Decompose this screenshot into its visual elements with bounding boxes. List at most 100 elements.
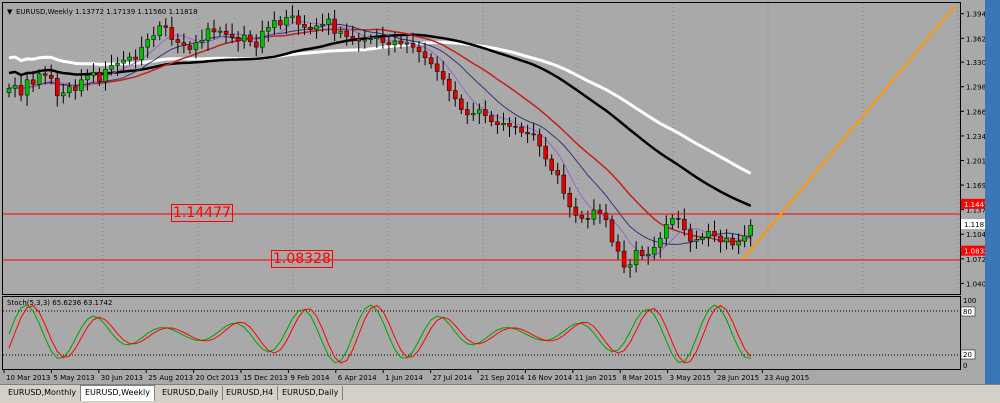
candle <box>742 225 747 248</box>
candle <box>525 124 530 144</box>
candle <box>549 154 554 175</box>
candle <box>657 232 663 258</box>
candle <box>42 66 48 85</box>
candle <box>392 31 398 53</box>
main-price-panel[interactable]: ▼ EURUSD,Weekly 1.13772 1.17139 1.11560 … <box>2 2 961 295</box>
price-tick-label: 1.07255 <box>966 256 995 264</box>
candle <box>314 18 319 39</box>
candle <box>434 56 440 81</box>
stoch-axis-0: 0 <box>963 362 967 370</box>
tab-eurusd-h4[interactable]: EURUSD,H4 <box>222 386 279 400</box>
stochastic-panel[interactable]: Stoch(5,3,3) 65.6236 63.1742 <box>2 296 961 370</box>
time-tick-label: 6 Apr 2014 <box>338 374 377 382</box>
candle <box>115 57 120 77</box>
candle <box>181 33 187 54</box>
candle <box>477 103 482 125</box>
candle <box>664 215 669 246</box>
time-tick-label: 10 Mar 2013 <box>6 374 50 382</box>
candle <box>633 241 639 273</box>
price-tick-label: 1.04025 <box>966 280 995 288</box>
sma-white-line <box>8 40 752 175</box>
time-tick-label: 28 Jun 2015 <box>717 374 759 382</box>
price-tag-current: 1.11818 <box>964 221 993 229</box>
candle <box>290 5 295 24</box>
candle <box>465 101 470 125</box>
stoch-axis-20-box <box>961 349 976 360</box>
candle <box>513 117 518 135</box>
price-tick-label: 1.33095 <box>966 59 995 67</box>
stoch-axis-20: 20 <box>963 351 972 359</box>
candle <box>700 232 705 245</box>
candle <box>718 229 723 253</box>
candle <box>398 36 404 49</box>
stoch-lines <box>8 304 752 364</box>
candle <box>459 94 464 115</box>
tab-eurusd-monthly[interactable]: EURUSD,Monthly <box>4 386 82 400</box>
candle <box>175 33 181 54</box>
time-tick-label: 27 Jul 2014 <box>433 374 473 382</box>
candle <box>471 102 476 121</box>
symbol-title: EURUSD,Weekly 1.13772 1.17139 1.11560 1.… <box>16 8 198 16</box>
candles <box>6 5 753 278</box>
tab-eurusd-daily-2[interactable]: EURUSD,Daily <box>278 386 344 400</box>
ma-red-line <box>8 28 751 243</box>
candle <box>320 13 325 32</box>
candle <box>712 220 717 242</box>
candle <box>591 199 597 226</box>
moving-averages <box>8 21 752 258</box>
candle <box>284 9 289 35</box>
candle <box>48 64 54 85</box>
tab-eurusd-weekly[interactable]: EURUSD,Weekly <box>80 385 155 401</box>
candle <box>567 187 573 218</box>
candle <box>410 32 416 54</box>
candle <box>440 60 446 86</box>
candle <box>362 30 368 49</box>
candle <box>561 164 567 200</box>
time-tick-label: 21 Sep 2014 <box>480 374 525 382</box>
candle <box>452 81 458 107</box>
candle <box>157 21 162 41</box>
candle <box>585 210 591 229</box>
candle <box>127 52 132 65</box>
ma-violet-line <box>8 21 751 258</box>
tab-eurusd-daily[interactable]: EURUSD,Daily <box>158 386 224 400</box>
time-tick-label: 8 Mar 2015 <box>622 374 662 382</box>
time-tick-label: 1 Jun 2014 <box>385 374 423 382</box>
price-axis: 1.39460 1.36230 1.33095 1.29865 1.26635 1.234… <box>961 2 1000 295</box>
candle <box>537 128 542 157</box>
level-label-2[interactable]: 1.08328 <box>271 250 333 268</box>
candle <box>422 42 428 66</box>
candle <box>205 22 211 51</box>
candle <box>169 16 175 46</box>
candle <box>356 32 361 52</box>
trendline[interactable] <box>742 5 956 260</box>
level-label-2-text: 1.08328 <box>273 251 331 267</box>
candle <box>18 74 24 102</box>
time-tick-label: 5 May 2013 <box>53 374 94 382</box>
candle <box>272 11 277 35</box>
stoch-main-line <box>8 304 751 364</box>
candle <box>579 210 585 223</box>
time-tick-label: 25 Aug 2013 <box>148 374 193 382</box>
level-label-1[interactable]: 1.14477 <box>171 204 233 222</box>
candle <box>199 29 205 49</box>
price-tick-label: 1.39460 <box>966 11 995 19</box>
chart-tabs: EURUSD,Monthly EURUSD,Weekly EURUSD,Dail… <box>0 384 1000 403</box>
candle <box>416 41 422 63</box>
candle <box>30 70 36 93</box>
time-tick-label: 20 Oct 2013 <box>196 374 239 382</box>
candle <box>235 31 241 52</box>
candle <box>85 69 90 91</box>
vertical-scrollbar[interactable] <box>985 0 1000 384</box>
candle <box>386 36 392 56</box>
candle <box>706 223 711 247</box>
price-tag-level-1: 1.14477 <box>964 201 993 209</box>
candle <box>555 162 560 185</box>
candle <box>278 15 283 30</box>
candle <box>260 20 265 54</box>
time-tick-label: 3 May 2015 <box>670 374 711 382</box>
time-tick-label: 30 Jun 2013 <box>101 374 143 382</box>
candle <box>67 82 72 98</box>
candle <box>54 72 60 107</box>
stoch-title: Stoch(5,3,3) 65.6236 63.1742 <box>7 299 112 307</box>
